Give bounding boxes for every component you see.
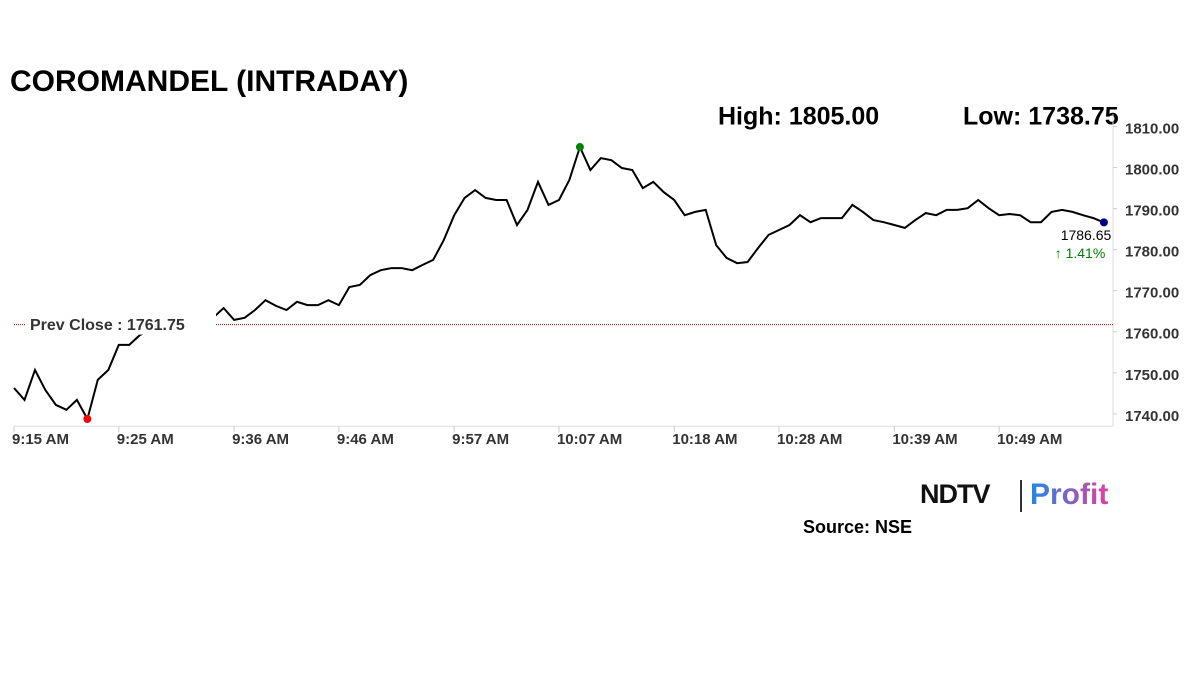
x-tick-label: 10:07 AM [557,431,622,448]
x-tick-label: 9:36 AM [232,431,289,448]
x-tick-label: 10:28 AM [777,431,842,448]
logo-profit: Profit [1030,478,1108,511]
x-tick-label: 10:18 AM [672,431,737,448]
x-tick-label: 10:49 AM [997,431,1062,448]
high-marker [575,143,584,152]
change-label: ↑ 1.41% [1055,245,1106,261]
y-tick-label: 1800.00 [1125,162,1179,179]
low-marker [83,415,92,424]
x-tick-label: 9:15 AM [12,431,69,448]
high-label: High: 1805.00 [718,103,879,131]
y-tick-label: 1780.00 [1125,244,1179,261]
chart-title: COROMANDEL (INTRADAY) [10,65,408,98]
y-tick-label: 1790.00 [1125,203,1179,220]
y-tick-label: 1750.00 [1125,367,1179,384]
price-line [13,144,1105,422]
x-tick-label: 9:46 AM [337,431,394,448]
low-label: Low: 1738.75 [963,103,1119,131]
x-tick-label: 9:25 AM [117,431,174,448]
y-tick-label: 1770.00 [1125,285,1179,302]
logo-ndtv: NDTV [920,479,990,509]
y-tick-label: 1760.00 [1125,326,1179,343]
y-tick-label: 1740.00 [1125,408,1179,425]
x-tick-label: 10:39 AM [892,431,957,448]
y-tick-label: 1810.00 [1125,120,1179,137]
prev-close-label: Prev Close : 1761.75 [30,317,185,334]
source: Source: NSE [803,517,912,537]
x-tick-label: 9:57 AM [452,431,509,448]
prev-close-box [26,312,216,335]
last-marker [1099,218,1108,227]
last-value-label: 1786.65 [1061,227,1112,243]
